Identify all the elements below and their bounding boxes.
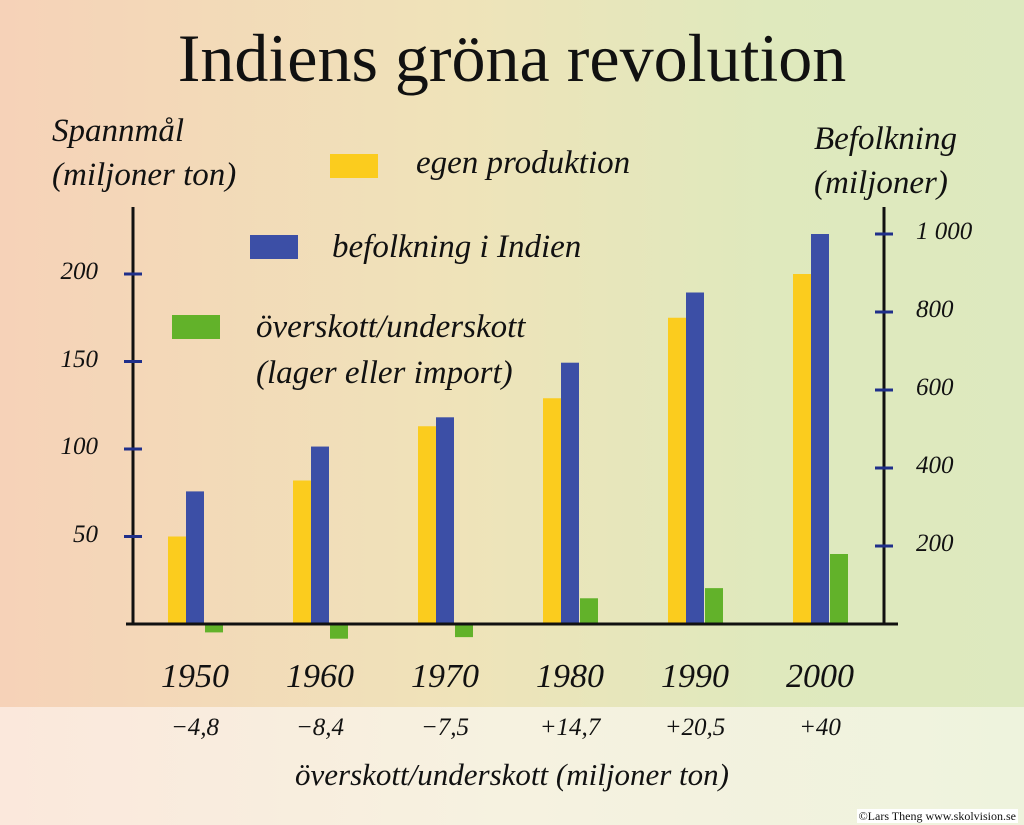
right-tick-label-400: 400 <box>916 452 954 479</box>
surplus-value-1960: −8,4 <box>295 714 345 741</box>
surplus-value-1980: +14,7 <box>539 714 601 741</box>
bar-surplus-1990 <box>705 588 723 624</box>
year-label-2000: 2000 <box>786 658 854 695</box>
left-tick-label-150: 150 <box>60 345 99 373</box>
legend-label-production: egen produktion <box>416 145 631 181</box>
year-label-1960: 1960 <box>286 658 354 695</box>
bar-production-1980 <box>543 398 561 624</box>
bar-production-1960 <box>293 480 311 624</box>
bar-surplus-2000 <box>830 554 848 624</box>
bar-surplus-1960 <box>330 624 348 639</box>
bar-surplus-1950 <box>205 624 223 633</box>
surplus-value-1970: −7,5 <box>420 714 470 741</box>
bar-population-1990 <box>686 292 704 624</box>
legend-label-population: befolkning i Indien <box>332 229 582 265</box>
left-axis-title-line2: (miljoner ton) <box>52 157 237 193</box>
surplus-axis-title: överskott/underskott (miljoner ton) <box>295 757 729 792</box>
right-axis-title-line2: (miljoner) <box>814 165 948 201</box>
bar-surplus-1980 <box>580 598 598 624</box>
surplus-value-1950: −4,8 <box>170 714 220 741</box>
legend-swatch-surplus <box>172 315 220 339</box>
year-label-1970: 1970 <box>411 658 479 695</box>
legend-swatch-population <box>250 235 298 259</box>
right-tick-label-1000: 1 000 <box>916 218 973 245</box>
bar-population-1970 <box>436 417 454 624</box>
chart-title: Indiens gröna revolution <box>177 20 847 96</box>
right-tick-label-200: 200 <box>916 530 954 557</box>
bar-population-2000 <box>811 234 829 624</box>
surplus-value-2000: +40 <box>799 714 841 741</box>
legend-label-surplus-line2: (lager eller import) <box>256 355 513 391</box>
year-label-1980: 1980 <box>536 658 604 695</box>
left-tick-label-200: 200 <box>60 258 99 285</box>
left-tick-label-50: 50 <box>73 520 98 548</box>
bar-population-1960 <box>311 446 329 624</box>
legend-swatch-production <box>330 154 378 178</box>
left-tick-label-100: 100 <box>60 433 99 460</box>
bar-production-1990 <box>668 317 686 624</box>
left-axis-title-line1: Spannmål <box>52 113 184 149</box>
year-label-1990: 1990 <box>661 658 729 695</box>
bar-surplus-1970 <box>455 624 473 638</box>
right-axis-title-line1: Befolkning <box>814 121 957 157</box>
year-label-1950: 1950 <box>161 658 229 695</box>
surplus-band <box>0 707 1024 825</box>
legend-label-surplus-line1: överskott/underskott <box>256 309 526 345</box>
bar-production-1950 <box>168 536 186 624</box>
right-tick-label-800: 800 <box>916 296 954 323</box>
bar-production-1970 <box>418 426 436 624</box>
bar-population-1980 <box>561 362 579 624</box>
bar-population-1950 <box>186 491 204 624</box>
right-tick-label-600: 600 <box>916 374 954 401</box>
surplus-value-1990: +20,5 <box>664 714 726 741</box>
copyright-notice: ©Lars Theng www.skolvision.se <box>856 809 1018 823</box>
bar-production-2000 <box>793 274 811 624</box>
